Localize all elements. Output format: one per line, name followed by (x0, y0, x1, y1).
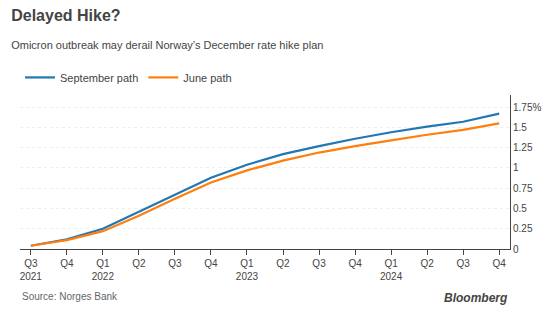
svg-text:Q2: Q2 (132, 258, 146, 269)
svg-text:Q3: Q3 (456, 258, 470, 269)
svg-text:Q12024: Q12024 (380, 258, 403, 282)
svg-text:Bloomberg: Bloomberg (444, 291, 508, 305)
svg-text:Source: Norges Bank: Source: Norges Bank (22, 291, 118, 302)
svg-text:Q32021: Q32021 (20, 258, 43, 282)
svg-text:1.25: 1.25 (513, 142, 533, 153)
svg-text:Q4: Q4 (348, 258, 362, 269)
svg-text:1.5: 1.5 (513, 122, 527, 133)
svg-text:0: 0 (513, 244, 519, 255)
svg-text:June path: June path (183, 72, 231, 84)
svg-text:Q12023: Q12023 (236, 258, 259, 282)
svg-text:September path: September path (60, 72, 138, 84)
svg-text:Q2: Q2 (276, 258, 290, 269)
svg-text:Q12022: Q12022 (92, 258, 115, 282)
svg-text:1.75%: 1.75% (513, 102, 541, 113)
svg-text:1: 1 (513, 162, 519, 173)
svg-text:0.5: 0.5 (513, 203, 527, 214)
svg-text:Q3: Q3 (168, 258, 182, 269)
svg-text:Q4: Q4 (493, 258, 507, 269)
svg-text:0.25: 0.25 (513, 223, 533, 234)
svg-text:Q3: Q3 (312, 258, 326, 269)
svg-text:Delayed Hike?: Delayed Hike? (11, 7, 120, 24)
svg-text:Q2: Q2 (420, 258, 434, 269)
svg-text:Q4: Q4 (60, 258, 74, 269)
svg-text:Omicron outbreak may derail No: Omicron outbreak may derail Norway’s Dec… (11, 39, 323, 51)
svg-text:Q4: Q4 (204, 258, 218, 269)
svg-text:0.75: 0.75 (513, 183, 533, 194)
